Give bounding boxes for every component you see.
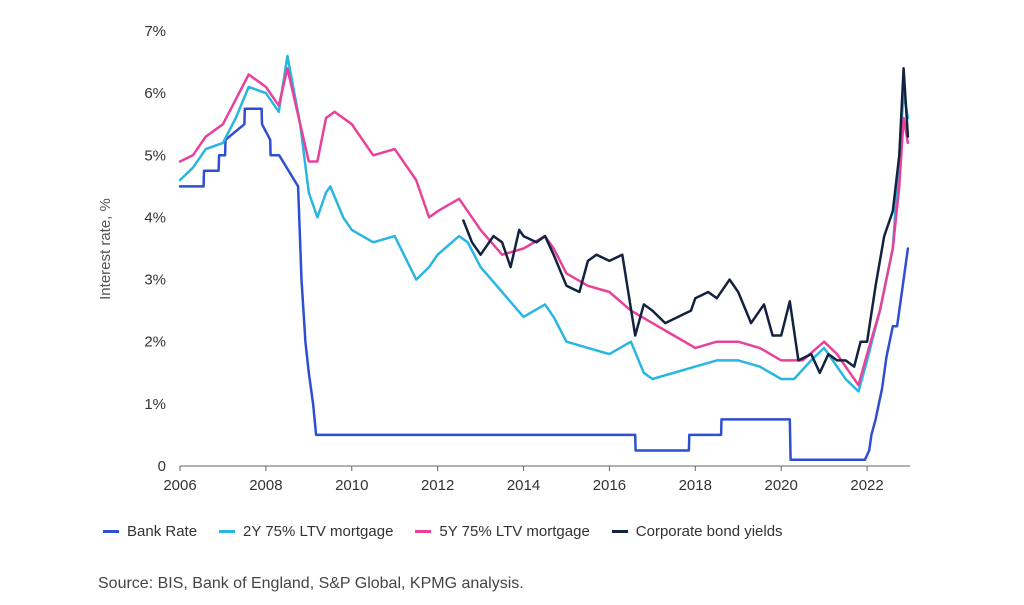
legend-swatch (611, 530, 628, 533)
x-tick-label: 2014 (507, 477, 540, 494)
chart-axes: 2006 2008 2010 2012 2014 2016 2018 2020 2022 0 1% 2… (144, 23, 910, 494)
y-axis-label: Interest rate, % (97, 198, 114, 300)
series-line-bank-rate (178, 107, 910, 462)
source-note: Source: BIS, Bank of England, S&P Global… (98, 575, 524, 592)
legend-label: Corporate bond yields (635, 523, 783, 540)
legend-swatch (415, 530, 432, 533)
legend-swatch (103, 530, 119, 533)
legend-swatch (219, 530, 236, 533)
legend-label: Bank Rate (127, 523, 198, 540)
y-tick-label: 1% (144, 396, 166, 413)
legend-label: 2Y 75% LTV mortgage (243, 523, 394, 540)
y-tick-label: 4% (144, 209, 166, 226)
y-tick-label: 2% (144, 334, 166, 351)
legend-label: 5Y 75% LTV mortgage (439, 523, 590, 540)
y-tick-label: 0 (158, 458, 166, 475)
series-line-5y-75-ltv-mortgage (178, 67, 910, 387)
legend-item-2y-mortgage: 2Y 75% LTV mortgage (219, 523, 393, 540)
y-tick-label: 3% (144, 272, 166, 289)
y-tick-label: 5% (144, 147, 166, 164)
x-tick-label: 2008 (249, 477, 282, 494)
x-tick-label: 2016 (593, 477, 626, 494)
legend-item-5y-mortgage: 5Y 75% LTV mortgage (415, 523, 590, 540)
y-tick-label: 6% (144, 85, 166, 102)
legend-item-bank-rate: Bank Rate (103, 523, 197, 540)
series-line-corporate-bond-yields (462, 67, 910, 375)
x-tick-label: 2010 (335, 477, 368, 494)
x-tick-label: 2022 (850, 477, 883, 494)
chart-series (178, 54, 910, 462)
x-tick-label: 2012 (421, 477, 454, 494)
x-tick-label: 2020 (764, 477, 797, 494)
legend-item-corporate-bond: Corporate bond yields (611, 523, 783, 540)
y-tick-label: 7% (144, 23, 166, 40)
x-tick-label: 2006 (163, 477, 196, 494)
chart-legend: Bank Rate 2Y 75% LTV mortgage 5Y 75% LTV… (103, 523, 783, 540)
line-chart: 2006 2008 2010 2012 2014 2016 2018 2020 2022 0 1% 2… (97, 23, 910, 494)
series-line-2y-75-ltv-mortgage (178, 54, 910, 393)
x-tick-label: 2018 (679, 477, 712, 494)
